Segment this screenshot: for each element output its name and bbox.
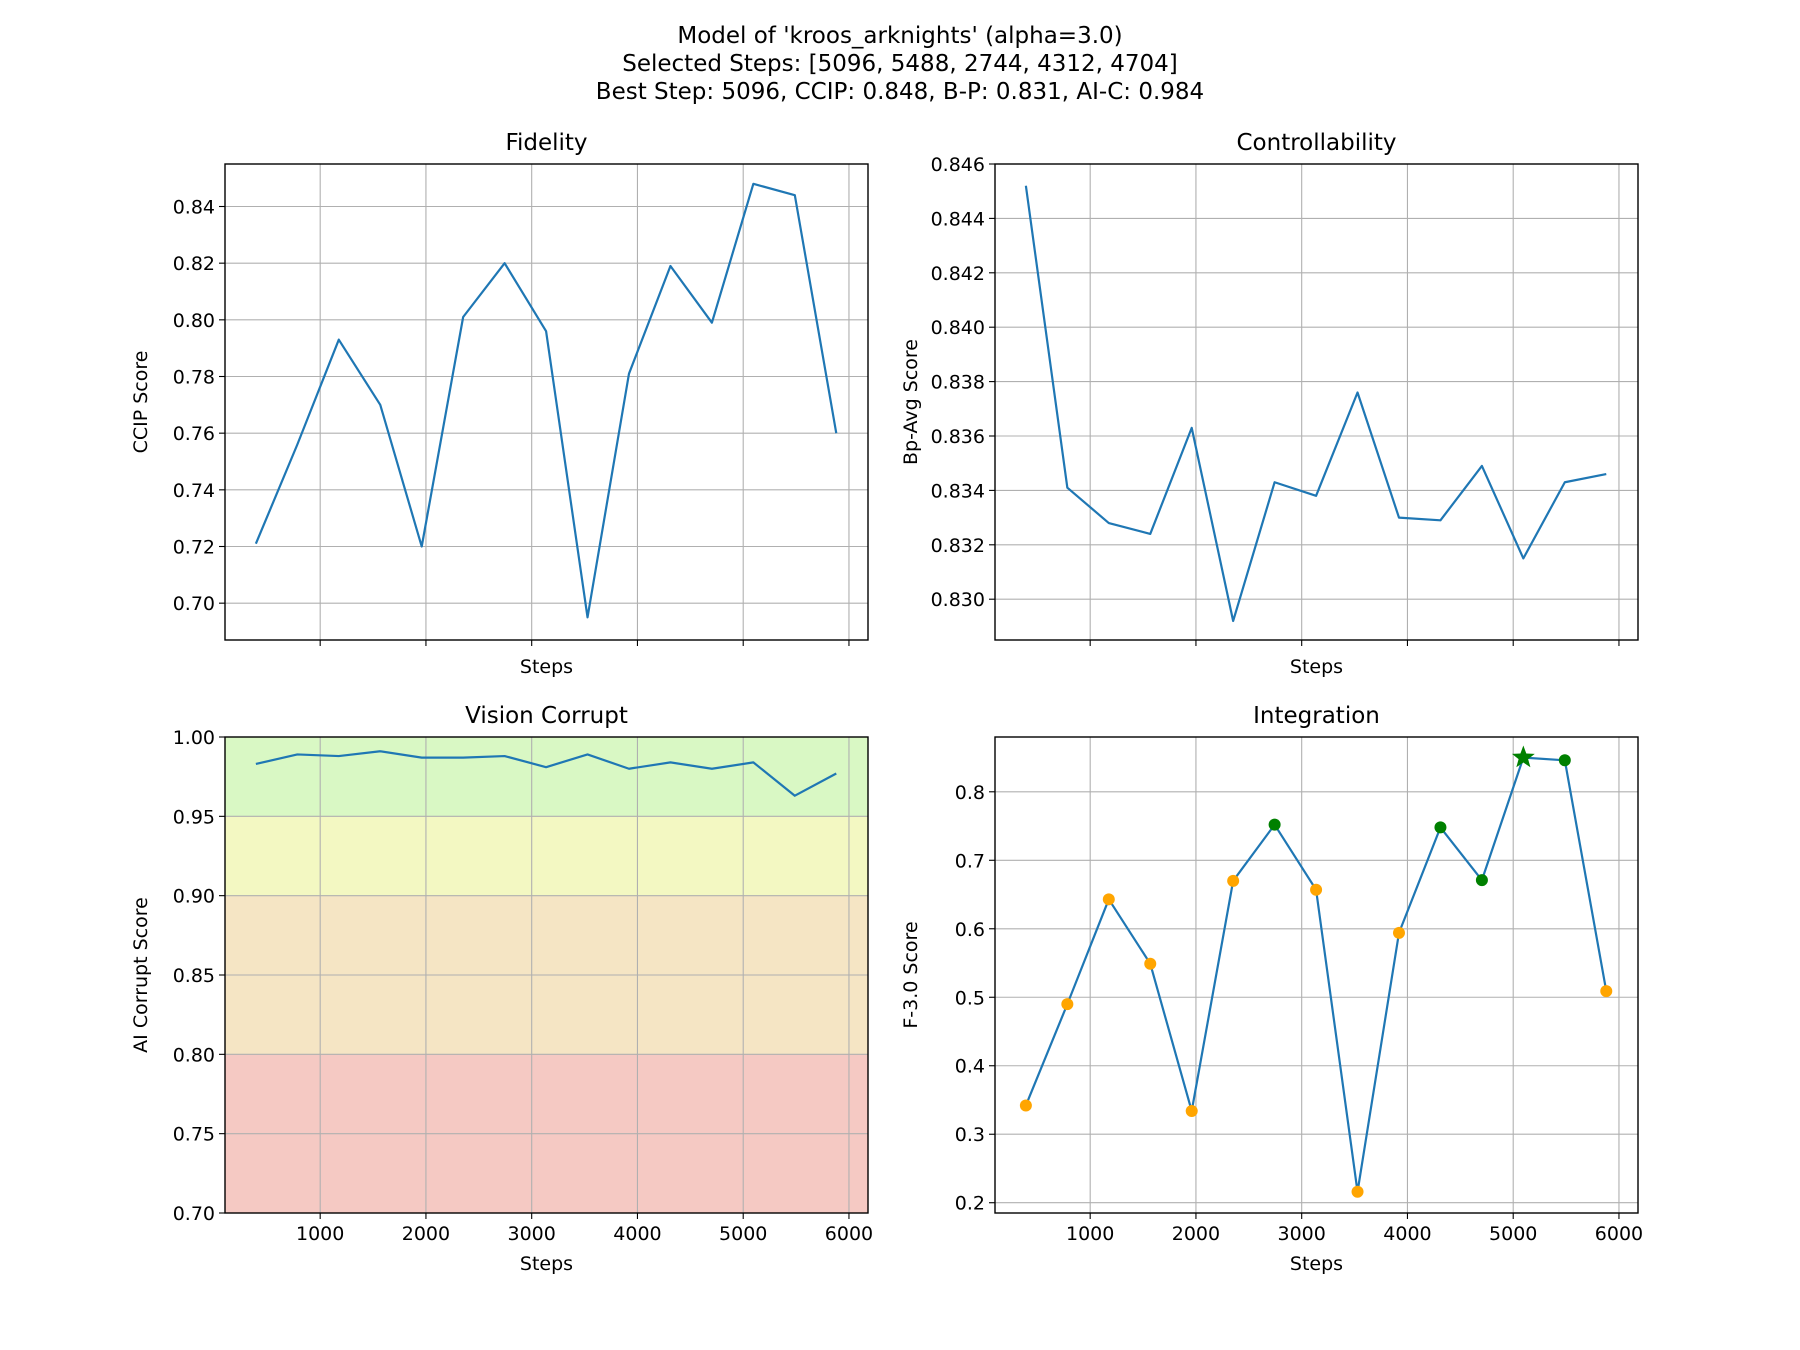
figure-title-line-1: Model of 'kroos_arknights' (alpha=3.0) [677, 23, 1123, 49]
data-point [1392, 926, 1405, 939]
figure-title-line-3: Best Step: 5096, CCIP: 0.848, B-P: 0.831… [595, 79, 1205, 105]
data-point [1144, 957, 1157, 970]
x-tick-label: 5000 [719, 1223, 767, 1245]
y-axis-label: Bp-Avg Score [900, 339, 922, 465]
y-tick-label: 0.834 [931, 480, 985, 502]
chart-vision-corrupt: 1000 2000 3000 4000 5000 6000 0.70 0.75 0.80 0.85… [130, 703, 873, 1275]
series-line [1024, 185, 1607, 623]
y-tick-label: 0.5 [955, 987, 985, 1009]
x-tick-label: 5000 [1489, 1223, 1537, 1245]
axes-frame [994, 736, 1639, 1214]
axes-frame [224, 163, 869, 641]
series-line [254, 182, 838, 619]
chart-title: Fidelity [505, 130, 587, 156]
data-point [1061, 998, 1074, 1011]
x-tick-label: 4000 [613, 1223, 661, 1245]
x-axis-label: Steps [1290, 1253, 1343, 1275]
y-tick-label: 0.842 [931, 263, 985, 285]
x-tick-label: 1000 [296, 1223, 344, 1245]
x-tick-label: 2000 [1172, 1223, 1220, 1245]
y-tick-label: 1.00 [173, 727, 215, 749]
figure-title-line-2: Selected Steps: [5096, 5488, 2744, 4312,… [622, 51, 1178, 77]
chart-title: Controllability [1236, 130, 1396, 156]
x-axis-label: Steps [520, 1253, 573, 1275]
y-tick-label: 0.90 [173, 886, 215, 908]
y-tick-label: 0.80 [173, 310, 215, 332]
y-axis-label: CCIP Score [130, 351, 152, 454]
y-tick-label: 0.3 [955, 1124, 985, 1146]
y-tick-label: 0.4 [955, 1056, 985, 1078]
data-point [1310, 883, 1323, 896]
data-point [1600, 985, 1613, 998]
data-point [1227, 874, 1240, 887]
band-1 [225, 816, 868, 896]
x-tick-label: 4000 [1383, 1223, 1431, 1245]
x-tick-label: 2000 [402, 1223, 450, 1245]
y-tick-label: 0.836 [931, 426, 985, 448]
y-tick-label: 0.846 [931, 154, 985, 176]
y-tick-label: 0.84 [173, 197, 215, 219]
selected-point [1434, 821, 1447, 834]
y-tick-label: 0.2 [955, 1193, 985, 1215]
x-axis-label: Steps [1290, 656, 1343, 678]
chart-controllability: 0.830 0.832 0.834 0.836 0.838 0.840 0.842 0.844… [900, 130, 1639, 678]
data-point [1019, 1099, 1032, 1112]
y-tick-label: 0.70 [173, 593, 215, 615]
y-tick-label: 0.82 [173, 253, 215, 275]
chart-fidelity: 0.70 0.72 0.74 0.76 0.78 0.80 0.82 0.84 Fidelity… [130, 130, 869, 678]
y-tick-label: 0.8 [955, 782, 985, 804]
chart-title: Vision Corrupt [465, 703, 628, 729]
y-tick-label: 0.95 [173, 806, 215, 828]
y-tick-label: 0.830 [931, 589, 985, 611]
y-tick-label: 0.75 [173, 1124, 215, 1146]
y-tick-label: 0.85 [173, 965, 215, 987]
band-0 [225, 737, 868, 817]
y-tick-label: 0.6 [955, 919, 985, 941]
x-tick-label: 6000 [1595, 1223, 1643, 1245]
series-line [1024, 756, 1608, 1193]
chart-integration: 1000 2000 3000 4000 5000 6000 0.2 0.3 0.4 0.5 0.6 0… [900, 703, 1643, 1275]
selected-point [1475, 874, 1488, 887]
x-tick-label: 3000 [508, 1223, 556, 1245]
chart-title: Integration [1253, 703, 1380, 729]
y-tick-label: 0.832 [931, 535, 985, 557]
y-tick-label: 0.844 [931, 208, 985, 230]
y-axis-label: F-3.0 Score [900, 921, 922, 1028]
x-tick-label: 3000 [1278, 1223, 1326, 1245]
y-tick-label: 0.74 [173, 480, 215, 502]
selected-point [1558, 754, 1571, 767]
y-tick-label: 0.80 [173, 1044, 215, 1066]
data-point [1351, 1185, 1364, 1198]
axes-frame [994, 163, 1639, 641]
x-axis-label: Steps [520, 656, 573, 678]
y-tick-label: 0.838 [931, 372, 985, 394]
y-tick-label: 0.78 [173, 367, 215, 389]
y-tick-label: 0.76 [173, 423, 215, 445]
y-tick-label: 0.7 [955, 850, 985, 872]
y-tick-label: 0.840 [931, 317, 985, 339]
series-line [255, 750, 837, 797]
y-tick-label: 0.72 [173, 537, 215, 559]
best-point-star [1511, 745, 1535, 768]
y-tick-label: 0.70 [173, 1203, 215, 1225]
selected-point [1268, 818, 1281, 831]
x-tick-label: 1000 [1066, 1223, 1114, 1245]
axes-frame [224, 736, 869, 1214]
data-point [1185, 1104, 1198, 1117]
x-tick-label: 6000 [825, 1223, 873, 1245]
y-axis-label: AI Corrupt Score [130, 897, 152, 1053]
data-point [1102, 893, 1115, 906]
